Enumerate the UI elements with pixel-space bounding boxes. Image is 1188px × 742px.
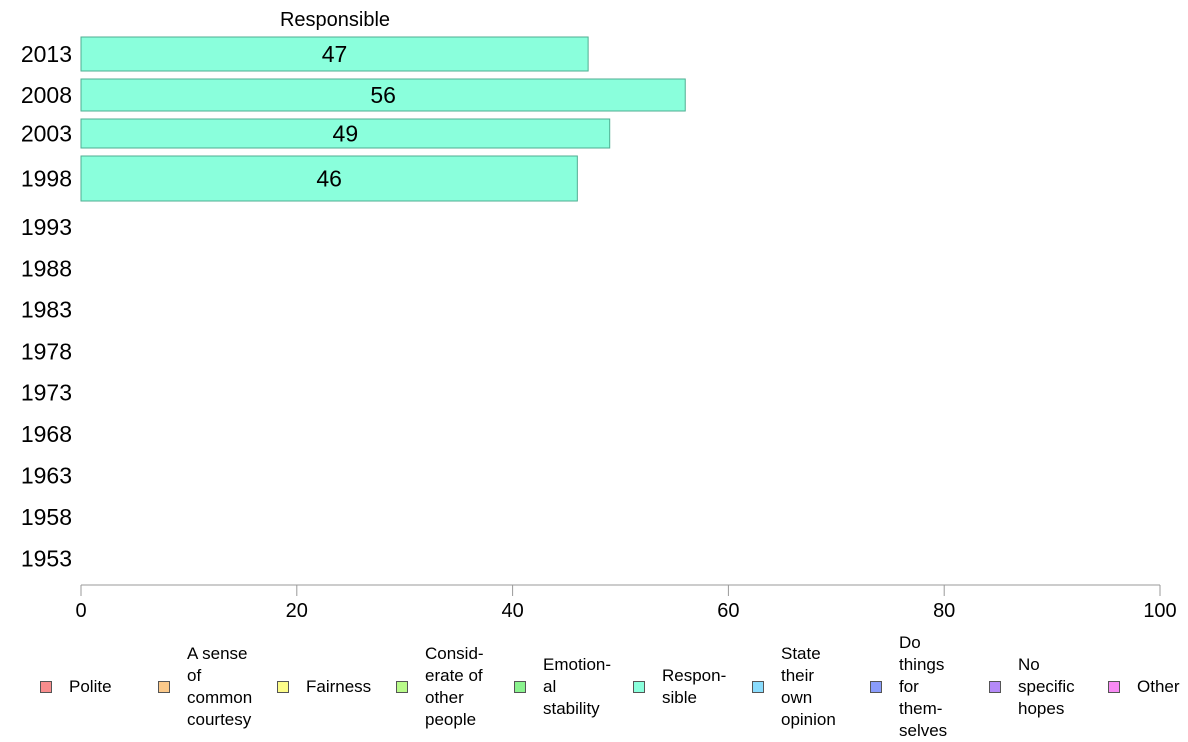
y-tick-label: 2013 [21,41,72,67]
legend-swatch [40,681,52,693]
bar-value-label: 49 [333,121,359,147]
legend-item: Consid- erate of other people [396,643,484,731]
legend-swatch [158,681,170,693]
legend-label: Fairness [306,677,372,696]
bar [80,36,589,72]
legend-label: Respon- sible [662,666,727,707]
legend-item: Other [1108,676,1180,698]
x-tick-label: 80 [933,600,955,622]
legend-item: No specific hopes [989,654,1075,720]
y-tick-label: 1983 [21,297,72,323]
legend-swatch [989,681,1001,693]
x-tick-label: 100 [1143,600,1176,622]
legend-label: Other [1137,677,1180,696]
legend-swatch [1108,681,1120,693]
legend-swatch [870,681,882,693]
legend-label: Do things for them- selves [899,633,948,740]
bar [80,78,686,112]
y-tick-label: 1963 [21,463,72,489]
legend-label: Emotion- al stability [543,655,612,718]
y-tick-label: 1988 [21,256,72,282]
x-tick-label: 20 [286,600,308,622]
legend-swatch [277,681,289,693]
y-tick-label: 1973 [21,380,72,406]
bar [80,155,578,202]
legend-swatch [396,681,408,693]
y-tick-label: 1958 [21,504,72,530]
legend-swatch [633,681,645,693]
x-tick-label: 40 [501,600,523,622]
y-tick-label: 1953 [21,546,72,572]
y-tick-label: 1978 [21,339,72,365]
chart-title: Responsible [280,9,390,31]
legend-label: Consid- erate of other people [425,644,484,729]
bar-chart: Responsible 2013 2008 2003 1998 1993 1988 1983… [21,9,1177,622]
legend-label: Polite [69,677,112,696]
y-tick-label: 2003 [21,121,72,147]
legend-item: State their own opinion [752,643,836,731]
bar [80,118,611,149]
legend-swatch [752,681,764,693]
y-tick-label: 2008 [21,82,72,108]
legend-label: No specific hopes [1018,655,1075,718]
bars: 47 56 49 46 [80,36,686,202]
legend-item: Do things for them- selves [870,632,947,742]
bar-value-label: 46 [316,166,342,192]
legend-swatch [514,681,526,693]
y-tick-label: 1993 [21,214,72,240]
legend-item: Emotion- al stability [514,654,611,720]
y-tick-label: 1968 [21,421,72,447]
y-axis-labels: 2013 2008 2003 1998 1993 1988 1983 1978 1973 1968… [21,41,72,572]
bar-value-label: 56 [370,82,396,108]
legend-item: Polite [40,676,112,698]
legend-item: A sense of common courtesy [158,643,252,731]
x-tick-label: 0 [75,600,86,622]
legend-item: Fairness [277,676,371,698]
bar-value-label: 47 [322,41,348,67]
legend: Polite A sense of common courtesy Fairness… [0,633,1188,740]
legend-label: A sense of common courtesy [187,644,253,729]
x-axis: 0 20 40 60 80 100 [75,584,1177,622]
legend-item: Respon- sible [633,665,726,709]
x-tick-label: 60 [717,600,739,622]
y-tick-label: 1998 [21,166,72,192]
legend-label: State their own opinion [781,644,836,729]
